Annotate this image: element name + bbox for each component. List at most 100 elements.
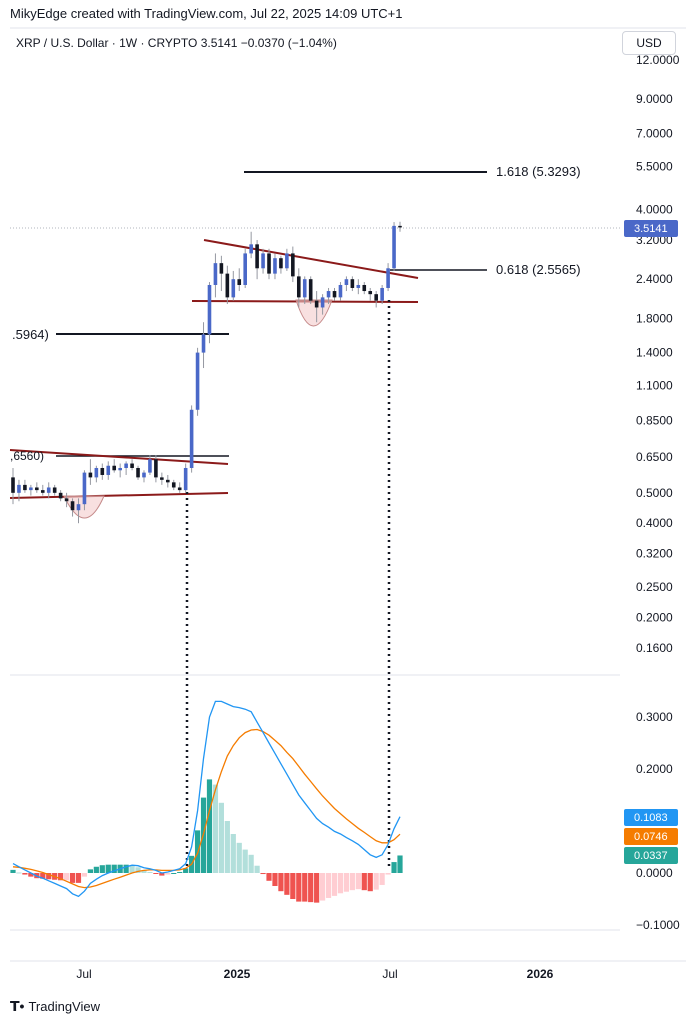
macd-axis-label: 0.3000 bbox=[636, 710, 673, 724]
macd-axis-label: −0.1000 bbox=[636, 918, 680, 932]
candle-body bbox=[88, 472, 93, 478]
tradingview-logo-icon: 𝗧• bbox=[10, 998, 25, 1014]
chart-caption: MikyEdge created with TradingView.com, J… bbox=[10, 6, 403, 21]
candle-body bbox=[392, 225, 396, 269]
symbol-info-line: XRP / U.S. Dollar · 1W · CRYPTO 3.5141 −… bbox=[16, 36, 337, 50]
candle-body bbox=[255, 244, 259, 269]
histogram-bar bbox=[87, 869, 93, 873]
candle-body bbox=[183, 467, 188, 491]
tradingview-footer: 𝗧• TradingView bbox=[10, 998, 100, 1015]
histogram-bar bbox=[69, 873, 76, 883]
macd-line bbox=[12, 700, 401, 898]
histogram-bar bbox=[75, 873, 82, 883]
currency-button[interactable]: USD bbox=[622, 31, 676, 55]
histogram-bar bbox=[141, 870, 147, 873]
price-axis-label: 0.5000 bbox=[636, 486, 673, 500]
histogram-bar bbox=[123, 864, 129, 873]
histogram-bar bbox=[242, 849, 248, 873]
histogram-bar bbox=[379, 873, 385, 885]
candle-body bbox=[302, 279, 307, 298]
candle-body bbox=[338, 284, 343, 298]
fib-0618-label: 0.618 (2.5565) bbox=[496, 262, 581, 277]
candle-body bbox=[213, 263, 218, 285]
histogram-bar bbox=[99, 865, 105, 873]
candle-body bbox=[100, 467, 105, 475]
candle-body bbox=[273, 258, 277, 274]
upper-trendline-2025 bbox=[203, 239, 419, 279]
candle-body bbox=[291, 253, 295, 277]
histogram-bar bbox=[111, 864, 117, 873]
price-axis-label: 0.2000 bbox=[636, 611, 673, 625]
candle-body bbox=[82, 472, 87, 505]
histogram-bar bbox=[46, 873, 52, 880]
histogram-bar bbox=[266, 873, 272, 881]
candle-body bbox=[386, 268, 390, 288]
candle-body bbox=[124, 463, 128, 468]
candle-body bbox=[249, 244, 253, 254]
histogram-bar bbox=[284, 873, 290, 895]
histogram-bar bbox=[314, 873, 320, 903]
time-axis-label: Jul bbox=[76, 967, 91, 981]
histogram-bar bbox=[105, 864, 111, 873]
candle-body bbox=[40, 490, 45, 493]
candle-body bbox=[160, 477, 164, 480]
candle-body bbox=[285, 253, 289, 269]
histogram-bar bbox=[272, 873, 278, 886]
histogram-bar bbox=[236, 842, 242, 873]
candle-body bbox=[94, 467, 99, 478]
candle-body bbox=[362, 284, 367, 292]
candle-body bbox=[237, 279, 242, 285]
candle-body bbox=[368, 291, 373, 295]
histogram-bar bbox=[165, 873, 171, 875]
histogram-bar bbox=[385, 873, 391, 875]
histogram-bar bbox=[230, 834, 236, 873]
candle-body bbox=[52, 487, 57, 493]
histogram-bar bbox=[171, 873, 177, 874]
price-axis-label: 5.5000 bbox=[636, 159, 673, 173]
histogram-bar bbox=[153, 873, 159, 874]
candle-body bbox=[35, 487, 39, 491]
histogram-value-label: 0.0337 bbox=[634, 850, 668, 862]
price-axis-label: 0.1600 bbox=[636, 641, 673, 655]
histogram-bar bbox=[135, 867, 141, 873]
candle-body bbox=[326, 291, 331, 298]
candle-body bbox=[296, 276, 301, 298]
candle-body bbox=[267, 253, 271, 274]
histogram-bar bbox=[325, 873, 332, 898]
candle-body bbox=[243, 253, 247, 285]
histogram-bar bbox=[10, 869, 16, 873]
time-axis-label: 2026 bbox=[527, 967, 554, 981]
candle-body bbox=[154, 459, 158, 478]
macd-value-label: 0.1083 bbox=[634, 812, 668, 824]
price-axis-label: 0.2500 bbox=[636, 580, 673, 594]
histogram-bar bbox=[391, 862, 397, 873]
candle-body bbox=[171, 482, 176, 488]
footer-brand: TradingView bbox=[28, 999, 100, 1014]
histogram-bar bbox=[308, 873, 314, 903]
histogram-bar bbox=[343, 873, 350, 892]
histogram-bar bbox=[373, 873, 379, 890]
price-axis-label: 1.1000 bbox=[636, 378, 673, 392]
candle-body bbox=[225, 273, 230, 298]
candle-body bbox=[356, 284, 361, 288]
histogram-bar bbox=[28, 873, 34, 877]
cup-shape-2025 bbox=[295, 299, 333, 327]
histogram-bar bbox=[159, 873, 165, 876]
price-axis-label: 12.0000 bbox=[636, 53, 680, 67]
price-axis-label: 0.4000 bbox=[636, 516, 673, 530]
level-15964-label: .5964) bbox=[12, 327, 49, 342]
fib-1618-label: 1.618 (5.3293) bbox=[496, 164, 581, 179]
histogram-bar bbox=[331, 873, 338, 896]
histogram-bar bbox=[254, 865, 260, 873]
candle-body bbox=[76, 504, 81, 511]
macd-axis-label: 0.0000 bbox=[636, 866, 673, 880]
candle-body bbox=[64, 498, 69, 502]
price-axis-label: 4.0000 bbox=[636, 203, 673, 217]
candle-body bbox=[219, 263, 224, 274]
candle-body bbox=[231, 279, 236, 298]
histogram-bar bbox=[40, 873, 46, 879]
histogram-bar bbox=[278, 873, 284, 892]
candle-body bbox=[58, 492, 63, 499]
candle-body bbox=[118, 467, 122, 471]
